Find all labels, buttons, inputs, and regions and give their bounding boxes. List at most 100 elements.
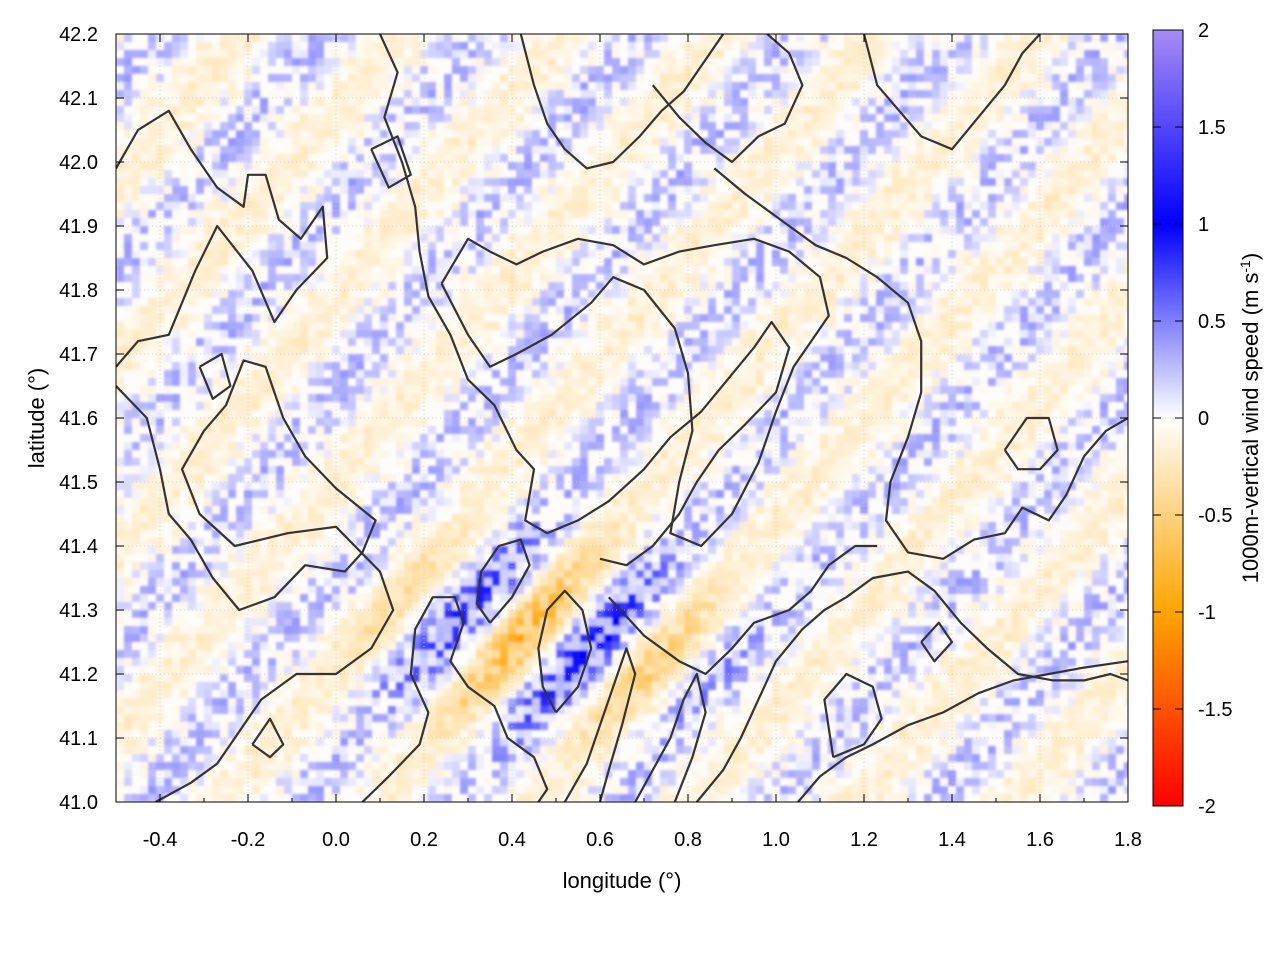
heat-cell xyxy=(164,90,172,98)
heat-cell xyxy=(452,162,460,170)
heat-cell xyxy=(980,226,988,234)
heat-cell xyxy=(356,186,364,194)
heat-cell xyxy=(268,434,276,442)
heat-cell xyxy=(164,266,172,274)
heat-cell xyxy=(908,138,916,146)
heat-cell xyxy=(916,266,924,274)
heat-cell xyxy=(996,250,1004,258)
heat-cell xyxy=(124,250,132,258)
heat-cell xyxy=(868,338,876,346)
heat-cell xyxy=(644,226,652,234)
heat-cell xyxy=(548,66,556,74)
heat-cell xyxy=(980,50,988,58)
heat-cell xyxy=(924,106,932,114)
heat-cell xyxy=(284,210,292,218)
heat-cell xyxy=(964,202,972,210)
heat-cell xyxy=(140,234,148,242)
heat-cell xyxy=(236,242,244,250)
heat-cell xyxy=(180,322,188,330)
heat-cell xyxy=(260,114,268,122)
heat-cell xyxy=(580,130,588,138)
heat-cell xyxy=(372,426,380,434)
heat-cell xyxy=(636,98,644,106)
heat-cell xyxy=(812,362,820,370)
heat-cell xyxy=(340,210,348,218)
heat-cell xyxy=(404,402,412,410)
heat-cell xyxy=(532,170,540,178)
heat-cell xyxy=(484,66,492,74)
heat-cell xyxy=(580,330,588,338)
heat-cell xyxy=(660,362,668,370)
heat-cell xyxy=(492,146,500,154)
heat-cell xyxy=(972,114,980,122)
heat-cell xyxy=(548,418,556,426)
heat-cell xyxy=(324,346,332,354)
heat-cell xyxy=(940,130,948,138)
heat-cell xyxy=(668,314,676,322)
heat-cell xyxy=(516,162,524,170)
heat-cell xyxy=(348,106,356,114)
heat-cell xyxy=(964,290,972,298)
heat-cell xyxy=(308,298,316,306)
heat-cell xyxy=(532,346,540,354)
heat-cell xyxy=(660,354,668,362)
heat-cell xyxy=(692,106,700,114)
heat-cell xyxy=(204,322,212,330)
heat-cell xyxy=(372,58,380,66)
heat-cell xyxy=(876,330,884,338)
heat-cell xyxy=(412,226,420,234)
heat-cell xyxy=(484,362,492,370)
heat-cell xyxy=(572,234,580,242)
heat-cell xyxy=(460,146,468,154)
heat-cell xyxy=(532,298,540,306)
heat-cell xyxy=(884,42,892,50)
heat-cell xyxy=(260,178,268,186)
heat-cell xyxy=(380,402,388,410)
heat-cell xyxy=(1100,242,1108,250)
heat-cell xyxy=(780,266,788,274)
heat-cell xyxy=(436,394,444,402)
heat-cell xyxy=(668,82,676,90)
heat-cell xyxy=(884,74,892,82)
heat-cell xyxy=(612,146,620,154)
heat-cell xyxy=(1108,298,1116,306)
heat-cell xyxy=(820,402,828,410)
heat-cell xyxy=(1124,378,1128,386)
heat-cell xyxy=(172,402,180,410)
heat-cell xyxy=(532,50,540,58)
heat-cell xyxy=(204,306,212,314)
heat-cell xyxy=(1076,234,1084,242)
heat-cell xyxy=(748,178,756,186)
heat-cell xyxy=(812,210,820,218)
heat-cell xyxy=(612,186,620,194)
heat-cell xyxy=(372,242,380,250)
heat-cell xyxy=(1020,266,1028,274)
heat-cell xyxy=(580,386,588,394)
heat-cell xyxy=(980,346,988,354)
heat-cell xyxy=(556,66,564,74)
heat-cell xyxy=(1012,114,1020,122)
heat-cell xyxy=(820,122,828,130)
heat-cell xyxy=(500,106,508,114)
heat-cell xyxy=(884,410,892,418)
heat-cell xyxy=(636,178,644,186)
heat-cell xyxy=(204,394,212,402)
heat-cell xyxy=(172,362,180,370)
heat-cell xyxy=(988,82,996,90)
heat-cell xyxy=(1004,378,1012,386)
heat-cell xyxy=(180,274,188,282)
heat-cell xyxy=(932,130,940,138)
heat-cell xyxy=(476,138,484,146)
heat-cell xyxy=(228,314,236,322)
heat-cell xyxy=(236,146,244,154)
heat-cell xyxy=(276,410,284,418)
heat-cell xyxy=(572,330,580,338)
heat-cell xyxy=(884,250,892,258)
heat-cell xyxy=(476,146,484,154)
heat-cell xyxy=(620,266,628,274)
heat-cell xyxy=(452,42,460,50)
heat-cell xyxy=(940,338,948,346)
heat-cell xyxy=(1068,242,1076,250)
heat-cell xyxy=(116,58,124,66)
heat-cell xyxy=(884,138,892,146)
